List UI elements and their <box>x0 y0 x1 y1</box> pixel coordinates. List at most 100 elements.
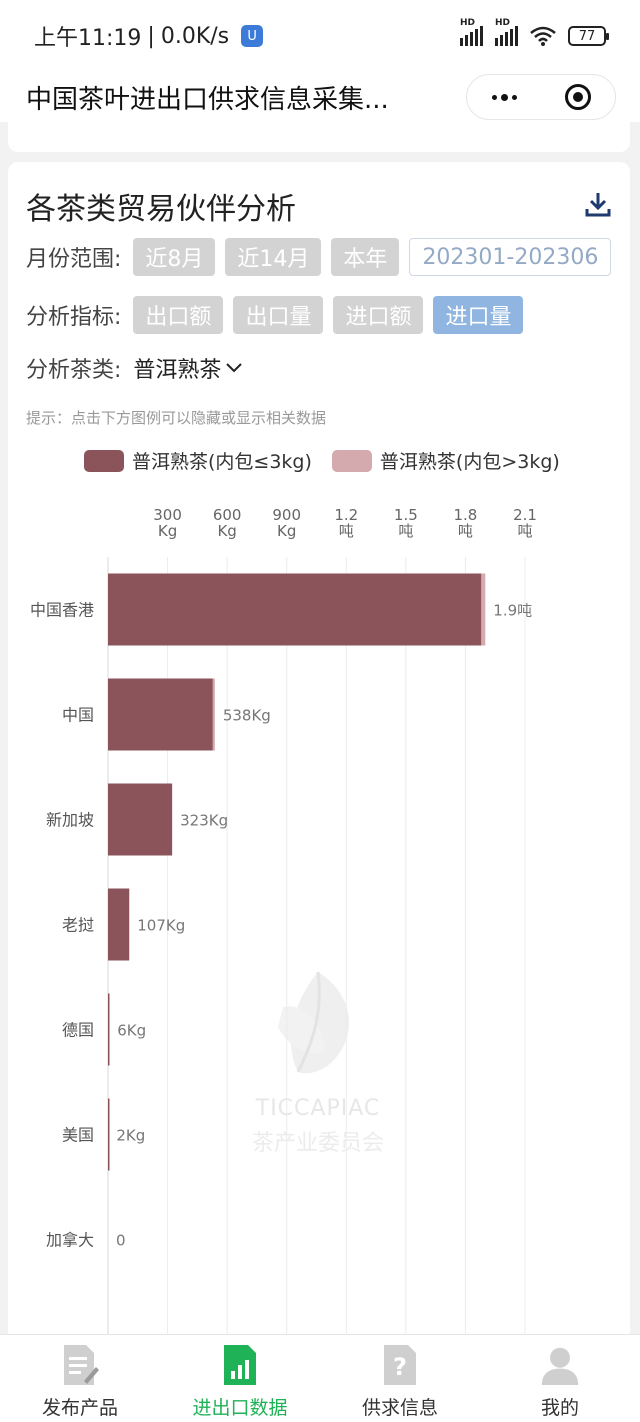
tab-label: 我的 <box>540 1397 579 1419</box>
month-option-this-year[interactable]: 本年 <box>331 238 400 276</box>
signal-icon: HD <box>460 18 483 46</box>
metric-row: 分析指标: 出口额 出口量 进口额 进口量 <box>26 296 524 334</box>
category-label: 美国 <box>62 1126 94 1145</box>
month-option-8[interactable]: 近8月 <box>133 238 216 276</box>
value-label: 107Kg <box>137 917 185 935</box>
x-tick-label: 300 <box>153 506 182 524</box>
bar-small-pack <box>108 993 110 1066</box>
category-label: 中国 <box>62 706 94 725</box>
month-range-label: 月份范围: <box>26 247 122 272</box>
tea-type-label: 分析茶类: <box>26 358 122 383</box>
status-bar: 上午11:19 | 0.0K/s U HD HD 77 <box>0 0 640 72</box>
card-title: 各茶类贸易伙伴分析 <box>26 192 296 227</box>
value-label: 2Kg <box>116 1127 145 1145</box>
month-range-picker[interactable]: 202301-202306 <box>409 238 612 276</box>
previous-card-edge <box>8 122 630 152</box>
tab-import-export-data[interactable]: 进出口数据 <box>160 1335 320 1422</box>
target-icon <box>565 84 591 110</box>
x-tick-unit: 吨 <box>458 522 473 540</box>
page-title: 中国茶叶进出口供求信息采集... <box>26 84 389 115</box>
legend-item-large-pack[interactable]: 普洱熟茶(内包>3kg) <box>331 447 560 474</box>
x-tick-unit: 吨 <box>398 522 413 540</box>
tab-label: 发布产品 <box>41 1397 118 1419</box>
data-chart-icon <box>224 1345 256 1385</box>
download-icon[interactable] <box>584 190 612 218</box>
x-tick-unit: Kg <box>217 522 236 540</box>
x-tick-label: 1.8 <box>453 506 477 524</box>
close-program-button[interactable] <box>541 75 615 119</box>
month-option-14[interactable]: 近14月 <box>225 238 322 276</box>
legend-label: 普洱熟茶(内包>3kg) <box>379 451 560 473</box>
svg-text:?: ? <box>393 1353 407 1381</box>
bar-small-pack <box>108 678 213 751</box>
battery-level: 77 <box>578 28 596 44</box>
x-tick-label: 2.1 <box>513 506 537 524</box>
value-label: 0 <box>116 1232 126 1250</box>
nav-bar: 中国茶叶进出口供求信息采集... <box>0 72 640 122</box>
metric-export-volume[interactable]: 出口量 <box>233 296 324 334</box>
question-doc-icon: ? <box>384 1345 416 1385</box>
watermark-logo: TICCAPIAC 茶产业委员会 <box>218 962 418 1157</box>
more-dots-icon <box>491 93 517 101</box>
metric-export-value[interactable]: 出口额 <box>133 296 224 334</box>
value-label: 1.9吨 <box>493 602 532 620</box>
metric-label: 分析指标: <box>26 305 122 330</box>
wifi-icon <box>530 26 556 46</box>
network-speed: 0.0K/s <box>160 23 230 49</box>
value-label: 6Kg <box>117 1022 146 1040</box>
legend-swatch <box>331 449 372 472</box>
month-range-row: 月份范围: 近8月 近14月 本年 202301-202306 <box>26 238 612 276</box>
tea-leaf-logo-icon <box>278 971 349 1074</box>
tab-mine[interactable]: 我的 <box>480 1335 640 1422</box>
x-tick-label: 1.2 <box>334 506 358 524</box>
bar-large-pack <box>481 573 486 646</box>
tab-publish-product[interactable]: 发布产品 <box>0 1335 160 1422</box>
battery-icon: 77 <box>568 26 609 46</box>
x-tick-unit: 吨 <box>339 522 354 540</box>
x-tick-unit: Kg <box>158 522 177 540</box>
status-time: 上午11:19 <box>34 26 142 51</box>
x-tick-unit: Kg <box>277 522 296 540</box>
legend-item-small-pack[interactable]: 普洱熟茶(内包≤3kg) <box>84 447 312 474</box>
signal-icon: HD <box>495 18 518 46</box>
mini-program-capsule <box>466 74 616 120</box>
status-divider: | <box>147 23 155 49</box>
bar-small-pack <box>108 573 482 646</box>
metric-import-volume[interactable]: 进口量 <box>433 296 524 334</box>
x-tick-label: 900 <box>272 506 301 524</box>
legend-swatch <box>84 449 124 472</box>
watermark-subtext: 茶产业委员会 <box>251 1131 384 1156</box>
bar-small-pack <box>108 1098 110 1171</box>
value-label: 538Kg <box>223 707 271 725</box>
bar-large-pack <box>212 678 215 751</box>
value-label: 323Kg <box>180 812 228 830</box>
bar-small-pack <box>108 783 173 856</box>
watermark-text: TICCAPIAC <box>255 1096 381 1121</box>
tab-label: 供求信息 <box>361 1397 438 1419</box>
x-tick-unit: 吨 <box>517 522 532 540</box>
tab-label: 进出口数据 <box>192 1397 288 1419</box>
x-tick-label: 1.5 <box>394 506 418 524</box>
tea-type-value: 普洱熟茶 <box>133 358 222 383</box>
tea-type-select[interactable]: 普洱熟茶 <box>133 352 243 384</box>
tab-bar: 发布产品 进出口数据 ? 供求信息 我的 <box>0 1334 640 1422</box>
category-label: 德国 <box>62 1021 94 1040</box>
chart-legend: 普洱熟茶(内包≤3kg) 普洱熟茶(内包>3kg) <box>84 447 560 474</box>
more-button[interactable] <box>467 75 541 119</box>
x-tick-label: 600 <box>213 506 242 524</box>
trade-partner-card: 各茶类贸易伙伴分析 月份范围: 近8月 近14月 本年 202301-20230… <box>8 162 630 1342</box>
vpn-icon: U <box>241 25 264 47</box>
chevron-down-icon <box>226 363 243 373</box>
category-label: 加拿大 <box>46 1231 94 1250</box>
legend-label: 普洱熟茶(内包≤3kg) <box>132 451 312 473</box>
metric-import-value[interactable]: 进口额 <box>333 296 424 334</box>
tab-supply-demand[interactable]: ? 供求信息 <box>320 1335 480 1422</box>
user-icon <box>541 1347 579 1385</box>
tea-type-row: 分析茶类: 普洱熟茶 <box>26 352 243 384</box>
category-label: 中国香港 <box>30 601 94 620</box>
category-label: 新加坡 <box>46 811 94 830</box>
bar-small-pack <box>108 888 130 961</box>
hint-text: 提示：点击下方图例可以隐藏或显示相关数据 <box>26 409 327 427</box>
category-label: 老挝 <box>62 916 94 935</box>
